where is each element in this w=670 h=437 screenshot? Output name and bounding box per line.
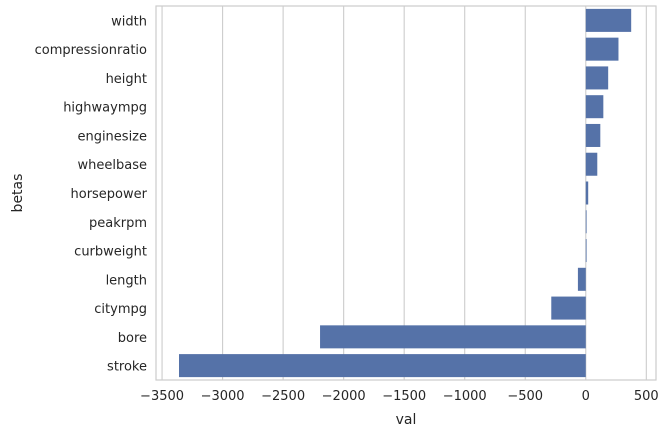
x-tick-label: −2500 (261, 389, 305, 404)
bar-highwaympg (585, 95, 604, 119)
x-tick-label: −1500 (382, 389, 426, 404)
bar-bore (320, 325, 586, 349)
bar-wheelbase (585, 152, 598, 176)
x-tick-label: −2000 (322, 389, 366, 404)
x-tick-label: 0 (582, 389, 590, 404)
bar-curbweight (585, 239, 587, 263)
bar-width (585, 8, 632, 32)
x-tick-label: −500 (507, 389, 543, 404)
bar-compressionratio (585, 37, 619, 61)
bar-enginesize (585, 123, 601, 147)
y-tick-label: height (106, 72, 147, 87)
x-tick-label: −3000 (201, 389, 245, 404)
y-tick-label: citympg (94, 302, 147, 317)
plot-frame (155, 5, 657, 381)
x-tick-labels: −3500 −3000 −2500 −2000 −1500 −1000 −500 0 500 (140, 389, 659, 404)
y-tick-label: curbweight (74, 245, 147, 260)
y-tick-label: stroke (107, 360, 147, 375)
bar-layer (179, 8, 632, 378)
bar-height (585, 66, 609, 90)
y-axis-title: betas (10, 174, 26, 213)
x-axis-title: val (396, 412, 417, 428)
bar-citympg (551, 296, 586, 320)
bar-stroke (179, 354, 586, 378)
y-tick-label: peakrpm (89, 216, 147, 231)
y-tick-label: highwaympg (63, 101, 147, 116)
y-tick-label: width (111, 14, 147, 29)
grid-layer (161, 6, 647, 380)
y-tick-label: bore (118, 331, 147, 346)
bar-horsepower (585, 181, 589, 205)
y-tick-labels: width compressionratio height highwaympg eng… (35, 14, 148, 374)
y-tick-label: length (106, 273, 147, 288)
x-tick-label: −3500 (140, 389, 184, 404)
y-tick-label: horsepower (71, 187, 148, 202)
bar-peakrpm (585, 210, 587, 234)
y-tick-label: wheelbase (78, 158, 147, 173)
y-tick-label: enginesize (77, 129, 147, 144)
x-tick-label: 500 (634, 389, 659, 404)
y-tick-label: compressionratio (35, 43, 147, 58)
bar-length (577, 267, 586, 291)
x-tick-label: −1000 (443, 389, 487, 404)
